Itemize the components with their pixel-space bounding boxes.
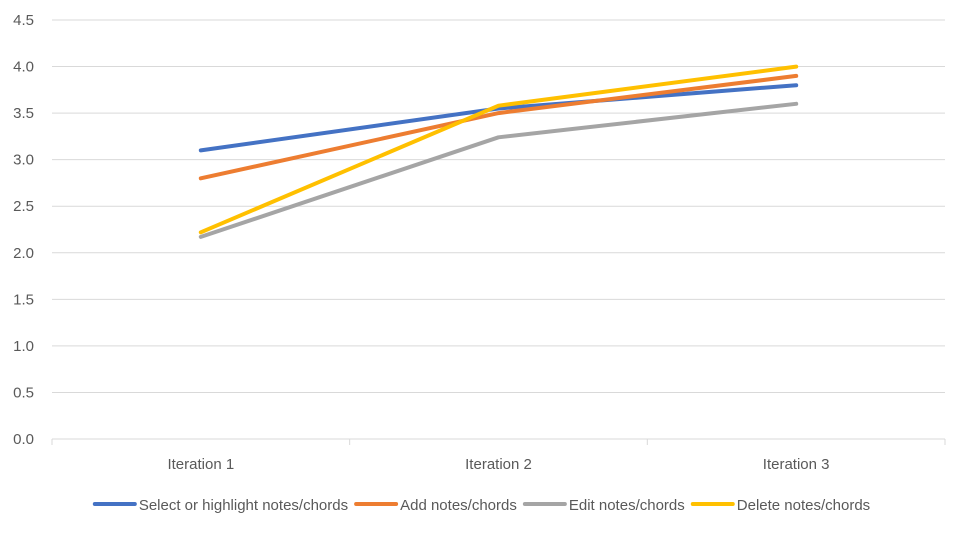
y-tick-label: 1.0 — [13, 338, 34, 355]
y-tick-label: 1.5 — [13, 291, 34, 308]
x-tick-label: Iteration 3 — [763, 456, 830, 473]
x-tick-label: Iteration 1 — [167, 456, 234, 473]
legend-label-1: Select or highlight notes/chords — [139, 497, 348, 514]
y-axis-tick-labels: 0.0 0.5 1.0 1.5 2.0 2.5 3.0 3.5 4.0 4.5 — [13, 12, 34, 448]
gridlines — [52, 19, 945, 393]
series-line-3 — [198, 101, 799, 239]
y-tick-label: 4.5 — [13, 12, 34, 29]
x-tick-label: Iteration 2 — [465, 456, 532, 473]
x-axis — [51, 438, 946, 445]
y-tick-label: 0.5 — [13, 384, 34, 401]
legend-label-2: Add notes/chords — [400, 497, 517, 514]
series-line-1 — [198, 83, 799, 153]
series-lines — [198, 64, 799, 239]
y-tick-label: 4.0 — [13, 59, 34, 76]
legend: Select or highlight notes/chords Add note… — [92, 497, 870, 514]
series-line-2 — [198, 73, 799, 181]
series-line-4 — [198, 64, 799, 235]
legend-label-4: Delete notes/chords — [737, 497, 870, 514]
legend-label-3: Edit notes/chords — [569, 497, 685, 514]
y-tick-label: 3.0 — [13, 152, 34, 169]
y-tick-label: 2.5 — [13, 198, 34, 215]
x-axis-tick-labels: Iteration 1 Iteration 2 Iteration 3 — [167, 456, 829, 473]
y-tick-label: 0.0 — [13, 431, 34, 448]
y-tick-label: 2.0 — [13, 245, 34, 262]
y-tick-label: 3.5 — [13, 105, 34, 122]
